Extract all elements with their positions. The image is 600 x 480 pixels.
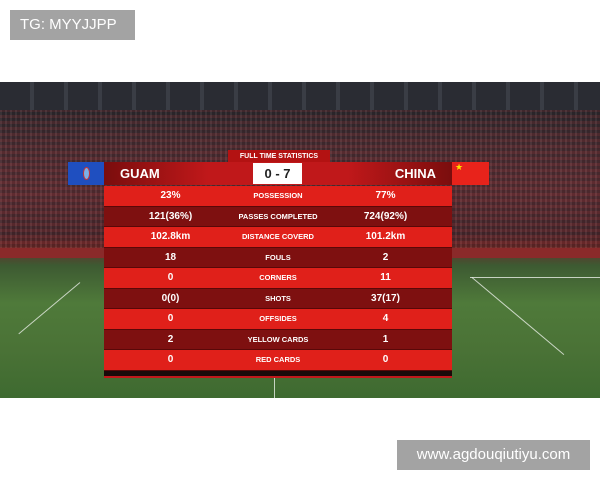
watermark-top-left: TG: MYYJJPP bbox=[10, 10, 135, 40]
stat-row-distance: 102.8km DISTANCE COVERD 101.2km bbox=[104, 227, 452, 248]
away-value: 11 bbox=[380, 272, 391, 284]
guam-flag-icon bbox=[68, 162, 105, 185]
stat-label: FOULS bbox=[265, 252, 291, 262]
stat-row-red-cards: 0 RED CARDS 0 bbox=[104, 350, 452, 371]
stats-table: 23% POSSESSION 77% 121(36%) PASSES COMPLETE… bbox=[104, 186, 452, 371]
home-value: 102.8km bbox=[150, 231, 191, 243]
stat-label: YELLOW CARDS bbox=[247, 334, 309, 344]
stat-label: CORNERS bbox=[259, 273, 297, 283]
home-value: 121(36%) bbox=[148, 210, 193, 222]
away-value: 724(92%) bbox=[363, 210, 408, 222]
away-value: 4 bbox=[382, 313, 389, 325]
stat-label: OFFSIDES bbox=[259, 314, 297, 324]
scoreboard-header: GUAM 0 - 7 CHINA bbox=[104, 162, 452, 185]
scoreboard-title: FULL TIME STATISTICS bbox=[228, 150, 330, 163]
home-value: 23% bbox=[160, 190, 181, 202]
away-value: 0 bbox=[382, 354, 389, 366]
home-value: 0(0) bbox=[161, 292, 180, 304]
stat-row-passes: 121(36%) PASSES COMPLETED 724(92%) bbox=[104, 206, 452, 227]
stat-label: PASSES COMPLETED bbox=[238, 211, 318, 221]
stat-row-yellow-cards: 2 YELLOW CARDS 1 bbox=[104, 329, 452, 350]
pitch-line bbox=[471, 277, 565, 356]
away-value: 77% bbox=[375, 190, 396, 202]
away-value: 1 bbox=[382, 333, 389, 345]
home-value: 0 bbox=[167, 272, 174, 284]
stadium-roof bbox=[0, 82, 600, 110]
away-value: 2 bbox=[382, 251, 389, 263]
watermark-bottom-right: www.agdouqiutiyu.com bbox=[397, 440, 590, 470]
pitch-line bbox=[18, 282, 81, 335]
stat-label: POSSESSION bbox=[253, 191, 303, 201]
stat-label: RED CARDS bbox=[255, 355, 301, 365]
stat-row-corners: 0 CORNERS 11 bbox=[104, 268, 452, 289]
away-value: 101.2km bbox=[365, 231, 406, 243]
home-value: 2 bbox=[167, 333, 174, 345]
away-value: 37(17) bbox=[371, 292, 400, 304]
pitch-line bbox=[470, 277, 600, 278]
away-team-name: CHINA bbox=[394, 166, 436, 181]
home-team-name: GUAM bbox=[120, 166, 160, 181]
stat-row-shots: 0(0) SHOTS 37(17) bbox=[104, 288, 452, 309]
scoreboard-footer bbox=[104, 371, 452, 378]
home-value: 0 bbox=[167, 313, 174, 325]
stat-row-possession: 23% POSSESSION 77% bbox=[104, 186, 452, 207]
stat-label: SHOTS bbox=[265, 293, 291, 303]
stat-label: DISTANCE COVERD bbox=[242, 232, 314, 242]
home-value: 18 bbox=[164, 251, 177, 263]
stat-row-fouls: 18 FOULS 2 bbox=[104, 247, 452, 268]
stat-row-offsides: 0 OFFSIDES 4 bbox=[104, 309, 452, 330]
china-flag-icon: ★ bbox=[452, 162, 489, 185]
home-value: 0 bbox=[167, 354, 174, 366]
pitch-line bbox=[274, 378, 275, 398]
final-score: 0 - 7 bbox=[253, 163, 302, 184]
